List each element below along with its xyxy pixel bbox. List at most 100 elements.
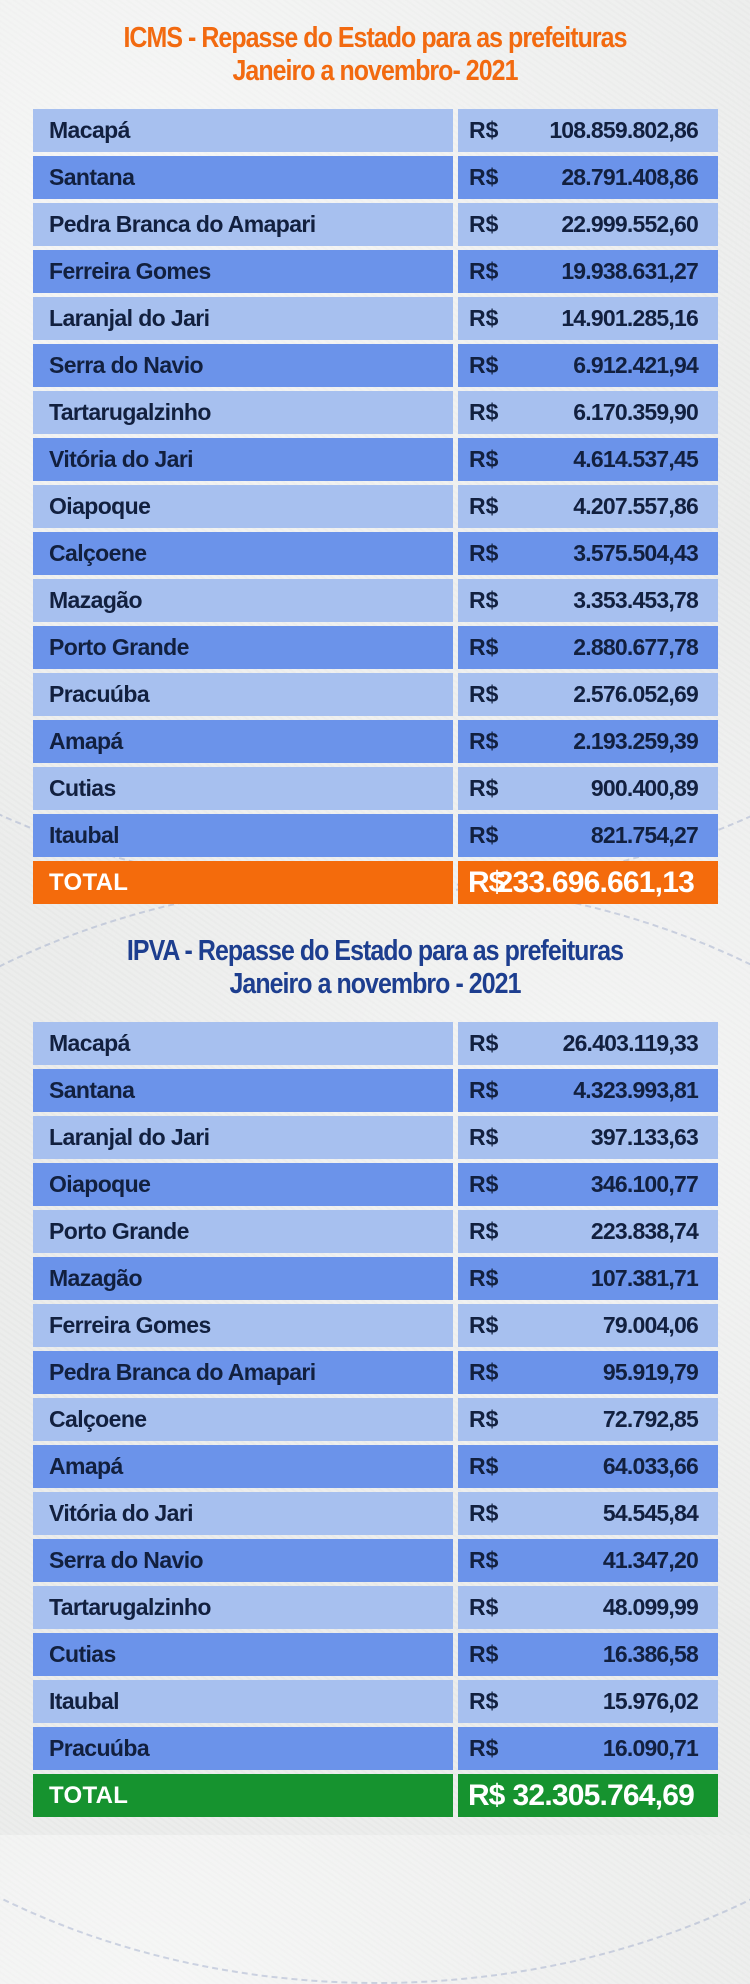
amount-cell: R$ 4.323.993,81 — [458, 1069, 718, 1112]
municipality-name: Porto Grande — [33, 626, 453, 669]
municipality-name: Tartarugalzinho — [33, 1586, 453, 1629]
amount-cell: R$ 19.938.631,27 — [458, 250, 718, 293]
currency-symbol: R$ — [469, 822, 499, 848]
amount-value: 3.575.504,43 — [573, 540, 699, 566]
table-row: Oiapoque R$ 4.207.557,86 — [33, 485, 718, 528]
table-row: Pracuúba R$ 2.576.052,69 — [33, 673, 718, 716]
currency-symbol: R$ — [469, 117, 499, 143]
icms-title-line1: ICMS - Repasse do Estado para as prefeit… — [123, 22, 627, 54]
currency-symbol: R$ — [469, 1594, 499, 1620]
table-row: Calçoene R$ 3.575.504,43 — [33, 532, 718, 575]
amount-cell: R$ 95.919,79 — [458, 1351, 718, 1394]
table-row: Itaubal R$ 15.976,02 — [33, 1680, 718, 1723]
amount-cell: R$ 14.901.285,16 — [458, 297, 718, 340]
amount-cell: R$ 2.880.677,78 — [458, 626, 718, 669]
currency-symbol: R$ — [469, 493, 499, 519]
currency-symbol: R$ — [469, 258, 499, 284]
table-row: Amapá R$ 2.193.259,39 — [33, 720, 718, 763]
municipality-name: Amapá — [33, 720, 453, 763]
amount-value: 79.004,06 — [602, 1312, 699, 1338]
currency-symbol: R$ — [469, 399, 499, 425]
table-row: Oiapoque R$ 346.100,77 — [33, 1163, 718, 1206]
amount-cell: R$ 107.381,71 — [458, 1257, 718, 1300]
municipality-name: Ferreira Gomes — [33, 250, 453, 293]
municipality-name: Porto Grande — [33, 1210, 453, 1253]
municipality-name: Amapá — [33, 1445, 453, 1488]
amount-value: 6.170.359,90 — [573, 399, 699, 425]
municipality-name: Laranjal do Jari — [33, 1116, 453, 1159]
amount-cell: R$ 16.090,71 — [458, 1727, 718, 1770]
municipality-name: Santana — [33, 156, 453, 199]
currency-symbol: R$ — [469, 352, 499, 378]
amount-value: 821.754,27 — [590, 822, 699, 848]
table-row: Pracuúba R$ 16.090,71 — [33, 1727, 718, 1770]
currency-symbol: R$ — [469, 1218, 499, 1244]
municipality-name: Oiapoque — [33, 485, 453, 528]
municipality-name: Tartarugalzinho — [33, 391, 453, 434]
amount-value: 4.207.557,86 — [573, 493, 699, 519]
amount-value: 397.133,63 — [590, 1124, 699, 1150]
total-row: TOTAL R$ 32.305.764,69 — [33, 1774, 718, 1817]
total-label: TOTAL — [33, 1774, 453, 1817]
table-row: Itaubal R$ 821.754,27 — [33, 814, 718, 857]
total-row: TOTAL R$ 233.696.661,13 — [33, 861, 718, 904]
table-row: Cutias R$ 900.400,89 — [33, 767, 718, 810]
amount-cell: R$ 4.207.557,86 — [458, 485, 718, 528]
municipality-name: Ferreira Gomes — [33, 1304, 453, 1347]
currency-symbol: R$ — [469, 1406, 499, 1432]
amount-value: 2.880.677,78 — [573, 634, 699, 660]
municipality-name: Cutias — [33, 1633, 453, 1676]
currency-symbol: R$ — [469, 1547, 499, 1573]
amount-value: 15.976,02 — [602, 1688, 699, 1714]
municipality-name: Itaubal — [33, 1680, 453, 1723]
amount-cell: R$ 3.575.504,43 — [458, 532, 718, 575]
amount-cell: R$ 64.033,66 — [458, 1445, 718, 1488]
amount-cell: R$ 223.838,74 — [458, 1210, 718, 1253]
amount-cell: R$ 2.193.259,39 — [458, 720, 718, 763]
currency-symbol: R$ — [469, 1030, 499, 1056]
amount-cell: R$ 108.859.802,86 — [458, 109, 718, 152]
table-row: Porto Grande R$ 223.838,74 — [33, 1210, 718, 1253]
table-row: Santana R$ 4.323.993,81 — [33, 1069, 718, 1112]
currency-symbol: R$ — [468, 1779, 505, 1812]
amount-cell: R$ 26.403.119,33 — [458, 1022, 718, 1065]
municipality-name: Pedra Branca do Amapari — [33, 1351, 453, 1394]
amount-value: 6.912.421,94 — [573, 352, 699, 378]
table-row: Macapá R$ 108.859.802,86 — [33, 109, 718, 152]
table-row: Tartarugalzinho R$ 48.099,99 — [33, 1586, 718, 1629]
municipality-name: Calçoene — [33, 532, 453, 575]
table-row: Amapá R$ 64.033,66 — [33, 1445, 718, 1488]
table-row: Serra do Navio R$ 6.912.421,94 — [33, 344, 718, 387]
amount-cell: R$ 4.614.537,45 — [458, 438, 718, 481]
currency-symbol: R$ — [469, 681, 499, 707]
currency-symbol: R$ — [469, 775, 499, 801]
amount-value: 3.353.453,78 — [573, 587, 699, 613]
municipality-name: Mazagão — [33, 1257, 453, 1300]
currency-symbol: R$ — [469, 1359, 499, 1385]
amount-cell: R$ 28.791.408,86 — [458, 156, 718, 199]
total-label: TOTAL — [33, 861, 453, 904]
currency-symbol: R$ — [469, 1641, 499, 1667]
municipality-name: Macapá — [33, 109, 453, 152]
amount-value: 900.400,89 — [590, 775, 699, 801]
municipality-name: Cutias — [33, 767, 453, 810]
amount-cell: R$ 900.400,89 — [458, 767, 718, 810]
table-row: Calçoene R$ 72.792,85 — [33, 1398, 718, 1441]
amount-value: 19.938.631,27 — [561, 258, 698, 284]
currency-symbol: R$ — [469, 587, 499, 613]
currency-symbol: R$ — [469, 1124, 499, 1150]
currency-symbol: R$ — [469, 1312, 499, 1338]
municipality-name: Mazagão — [33, 579, 453, 622]
amount-value: 2.193.259,39 — [573, 728, 699, 754]
municipality-name: Pedra Branca do Amapari — [33, 203, 453, 246]
amount-cell: R$ 397.133,63 — [458, 1116, 718, 1159]
icms-section: ICMS - Repasse do Estado para as prefeit… — [0, 0, 750, 905]
table-row: Vitória do Jari R$ 4.614.537,45 — [33, 438, 718, 481]
icms-title-line2: Janeiro a novembro- 2021 — [232, 55, 518, 87]
table-row: Laranjal do Jari R$ 397.133,63 — [33, 1116, 718, 1159]
table-row: Pedra Branca do Amapari R$ 22.999.552,60 — [33, 203, 718, 246]
total-value: 32.305.764,69 — [512, 1779, 695, 1812]
currency-symbol: R$ — [469, 1500, 499, 1526]
currency-symbol: R$ — [469, 446, 499, 472]
table-row: Mazagão R$ 3.353.453,78 — [33, 579, 718, 622]
